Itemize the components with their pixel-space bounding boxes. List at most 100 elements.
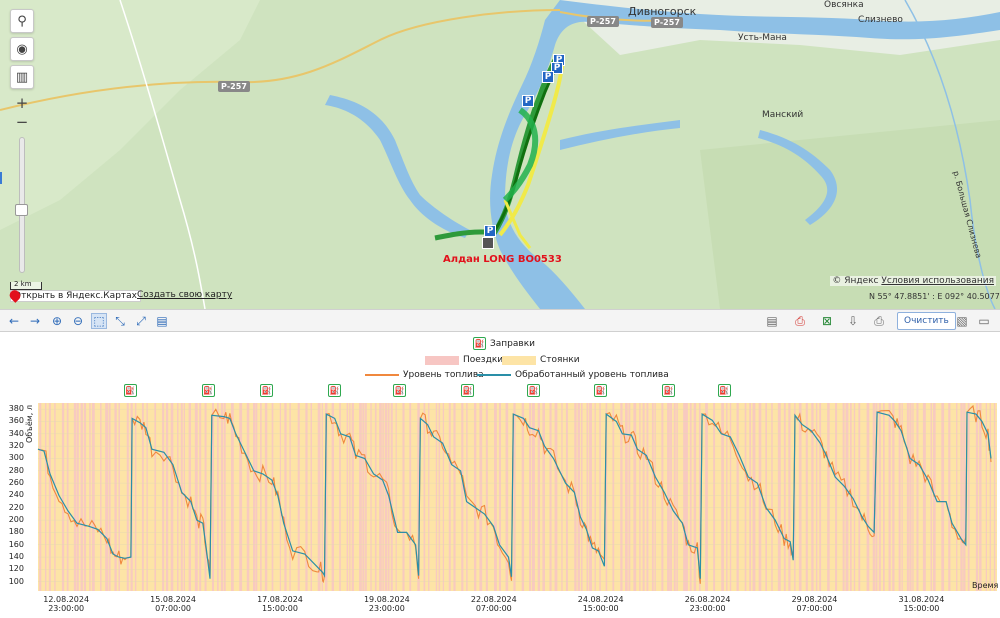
eye-icon: ◉ — [16, 41, 28, 57]
parking-marker[interactable]: P — [542, 71, 554, 83]
map-search-button[interactable]: ⚲ — [10, 9, 34, 33]
trip-band — [442, 403, 445, 591]
y-tick-label: 280 — [8, 465, 24, 475]
refuel-marker-icon[interactable]: ⛽ — [717, 384, 731, 397]
layout-toggle-icon[interactable]: ▭ — [978, 314, 990, 328]
zoom-out-button[interactable]: − — [15, 113, 29, 131]
trip-band — [783, 403, 786, 591]
copyright-text: © Яндекс — [832, 276, 879, 286]
map-layers-button[interactable]: ▥ — [10, 65, 34, 89]
map-copyright: © Яндекс Условия использования — [830, 276, 996, 286]
trip-band — [967, 403, 970, 591]
refuel-marker-icon[interactable]: ⛽ — [527, 384, 541, 397]
trip-band — [594, 403, 596, 591]
excel-export-icon[interactable]: ⊠ — [821, 314, 833, 328]
refuel-marker-icon[interactable]: ⛽ — [328, 384, 342, 397]
trip-band — [676, 403, 678, 591]
legend-fuel-level[interactable]: Уровень топлива — [365, 370, 484, 380]
report-icon[interactable]: ▤ — [766, 314, 778, 328]
trip-band — [485, 403, 488, 591]
trip-band — [667, 403, 670, 591]
trip-band — [661, 403, 664, 591]
x-tick-date: 29.08.2024 — [791, 595, 838, 604]
fit-all-icon[interactable]: ⤢ — [136, 313, 146, 328]
trip-band — [941, 403, 945, 591]
refuel-marker-icon[interactable]: ⛽ — [201, 384, 215, 397]
zoom-out-icon[interactable]: ⊖ — [72, 314, 84, 328]
trip-band — [827, 403, 830, 591]
refuel-marker-icon[interactable]: ⛽ — [393, 384, 407, 397]
parking-marker[interactable]: P — [484, 225, 496, 237]
legend-trips[interactable]: Поездки — [425, 355, 503, 365]
terms-link[interactable]: Условия использования — [881, 276, 994, 286]
legend-processed-level[interactable]: Обработанный уровень топлива — [477, 370, 669, 380]
trip-band — [916, 403, 919, 591]
trip-band — [639, 403, 641, 591]
trip-band — [561, 403, 563, 591]
forward-arrow-icon[interactable]: → — [29, 314, 41, 328]
trip-band — [105, 403, 109, 591]
refuel-marker-icon[interactable]: ⛽ — [594, 384, 608, 397]
trip-band — [359, 403, 362, 591]
fuel-chart[interactable]: ⛽ Заправки Поездки Стоянки Уровень топли… — [0, 333, 1000, 618]
print-icon[interactable]: ⎙ — [874, 313, 884, 328]
x-tick-date: 19.08.2024 — [363, 595, 410, 604]
zoom-x-icon[interactable]: ⤡ — [115, 313, 125, 328]
zoom-in-button[interactable]: + — [15, 94, 29, 112]
truck-icon[interactable] — [482, 237, 494, 249]
legend-stops-label: Стоянки — [540, 355, 580, 365]
y-tick-label: 320 — [8, 441, 24, 451]
parking-marker[interactable]: P — [522, 95, 534, 107]
vehicle-label[interactable]: Алдан LONG ВО0533 — [443, 254, 562, 265]
plot-area[interactable] — [0, 333, 1000, 618]
table-icon[interactable]: ▤ — [156, 314, 168, 328]
x-tick-time: 15:00:00 — [582, 604, 619, 613]
trip-band — [683, 403, 686, 591]
select-area-icon[interactable]: ⬚ — [91, 313, 107, 329]
trip-band — [620, 403, 623, 591]
trip-band — [878, 403, 881, 591]
y-tick-label: 160 — [8, 539, 24, 549]
pdf-export-icon[interactable]: ⎙ — [795, 313, 805, 328]
refuel-marker-icon[interactable]: ⛽ — [662, 384, 676, 397]
trip-band — [866, 403, 870, 591]
x-tick-date: 24.08.2024 — [577, 595, 624, 604]
map-toggle-icon[interactable]: ▧ — [956, 314, 968, 328]
trip-band — [912, 403, 914, 591]
trip-band — [89, 403, 91, 591]
clear-button[interactable]: Очистить — [897, 312, 956, 330]
create-map-link[interactable]: Создать свою карту — [137, 290, 233, 300]
trip-band — [513, 403, 516, 591]
zoom-in-icon[interactable]: ⊕ — [51, 314, 63, 328]
fuel-pump-icon: ⛽ — [473, 337, 486, 350]
trip-band — [798, 403, 802, 591]
trip-band — [521, 403, 525, 591]
refuel-marker-icon[interactable]: ⛽ — [123, 384, 137, 397]
zoom-slider-thumb[interactable] — [15, 204, 28, 216]
map-icon: ▥ — [15, 69, 29, 85]
legend-refuels[interactable]: ⛽ Заправки — [473, 337, 535, 350]
side-panel-tab[interactable] — [0, 172, 2, 184]
back-arrow-icon[interactable]: ← — [8, 314, 20, 328]
trip-band — [473, 403, 477, 591]
trip-band — [379, 403, 382, 591]
trip-band — [819, 403, 822, 591]
trip-band — [625, 403, 628, 591]
map-visibility-button[interactable]: ◉ — [10, 37, 34, 61]
search-icon: ⚲ — [17, 13, 27, 29]
trip-band — [888, 403, 891, 591]
trip-band — [284, 403, 287, 591]
parking-marker[interactable]: P — [551, 62, 563, 74]
export-icon[interactable]: ⇩ — [847, 314, 859, 328]
legend-stops[interactable]: Стоянки — [502, 355, 580, 365]
place-label-divnogorsk: Дивногорск — [628, 5, 697, 18]
trip-band — [749, 403, 751, 591]
refuel-marker-icon[interactable]: ⛽ — [461, 384, 475, 397]
x-tick-date: 15.08.2024 — [150, 595, 196, 604]
refuel-marker-icon[interactable]: ⛽ — [259, 384, 273, 397]
y-tick-label: 200 — [8, 515, 24, 525]
map-view[interactable]: ⚲ ◉ ▥ + − Дивногорск Овсянка Слизнево Ус… — [0, 0, 1000, 309]
x-tick-date: 26.08.2024 — [684, 595, 731, 604]
trip-band — [850, 403, 852, 591]
open-in-yandex-link[interactable]: Открыть в Яндекс.Картах — [10, 290, 141, 302]
